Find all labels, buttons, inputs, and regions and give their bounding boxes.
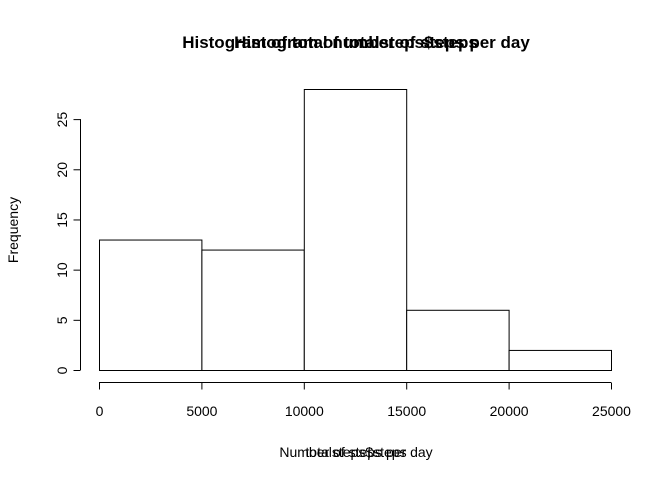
x-tick-label-5: 25000 [592,403,631,419]
histogram-bar-1 [201,249,305,371]
x-tick-label-1: 5000 [186,403,217,419]
chart-title-1: Histogram of total number of steps per d… [182,33,530,52]
histogram-bar-4 [508,349,613,371]
y-tick-label-3: 15 [54,212,70,228]
y-tick-label-2: 10 [54,262,70,278]
x-tick-label-3: 15000 [387,403,426,419]
x-tick-label-2: 10000 [285,403,324,419]
histogram-bar-3 [406,309,510,371]
y-tick-label-0: 0 [54,366,70,374]
y-axis-label: Frequency [5,197,21,263]
chart-title-2: Histogram of totalsteps$steps [234,33,478,52]
y-axis: 0 5 10 15 20 25 [54,112,81,374]
bars-group [99,89,613,371]
x-axis-label-2: totalsteps$steps [305,444,406,460]
y-tick-label-4: 20 [54,162,70,178]
chart-titles: Histogram of total number of steps per d… [182,33,530,52]
x-tick-label-0: 0 [96,403,104,419]
y-tick-label-5: 25 [54,112,70,128]
x-axis: 0 5000 10000 15000 20000 25000 [96,382,631,419]
x-axis-label-1: Number of steps per day [279,444,432,460]
histogram-bar-0 [99,239,203,371]
x-tick-label-4: 20000 [490,403,529,419]
y-tick-label-1: 5 [54,316,70,324]
histogram-bar-2 [303,89,408,371]
